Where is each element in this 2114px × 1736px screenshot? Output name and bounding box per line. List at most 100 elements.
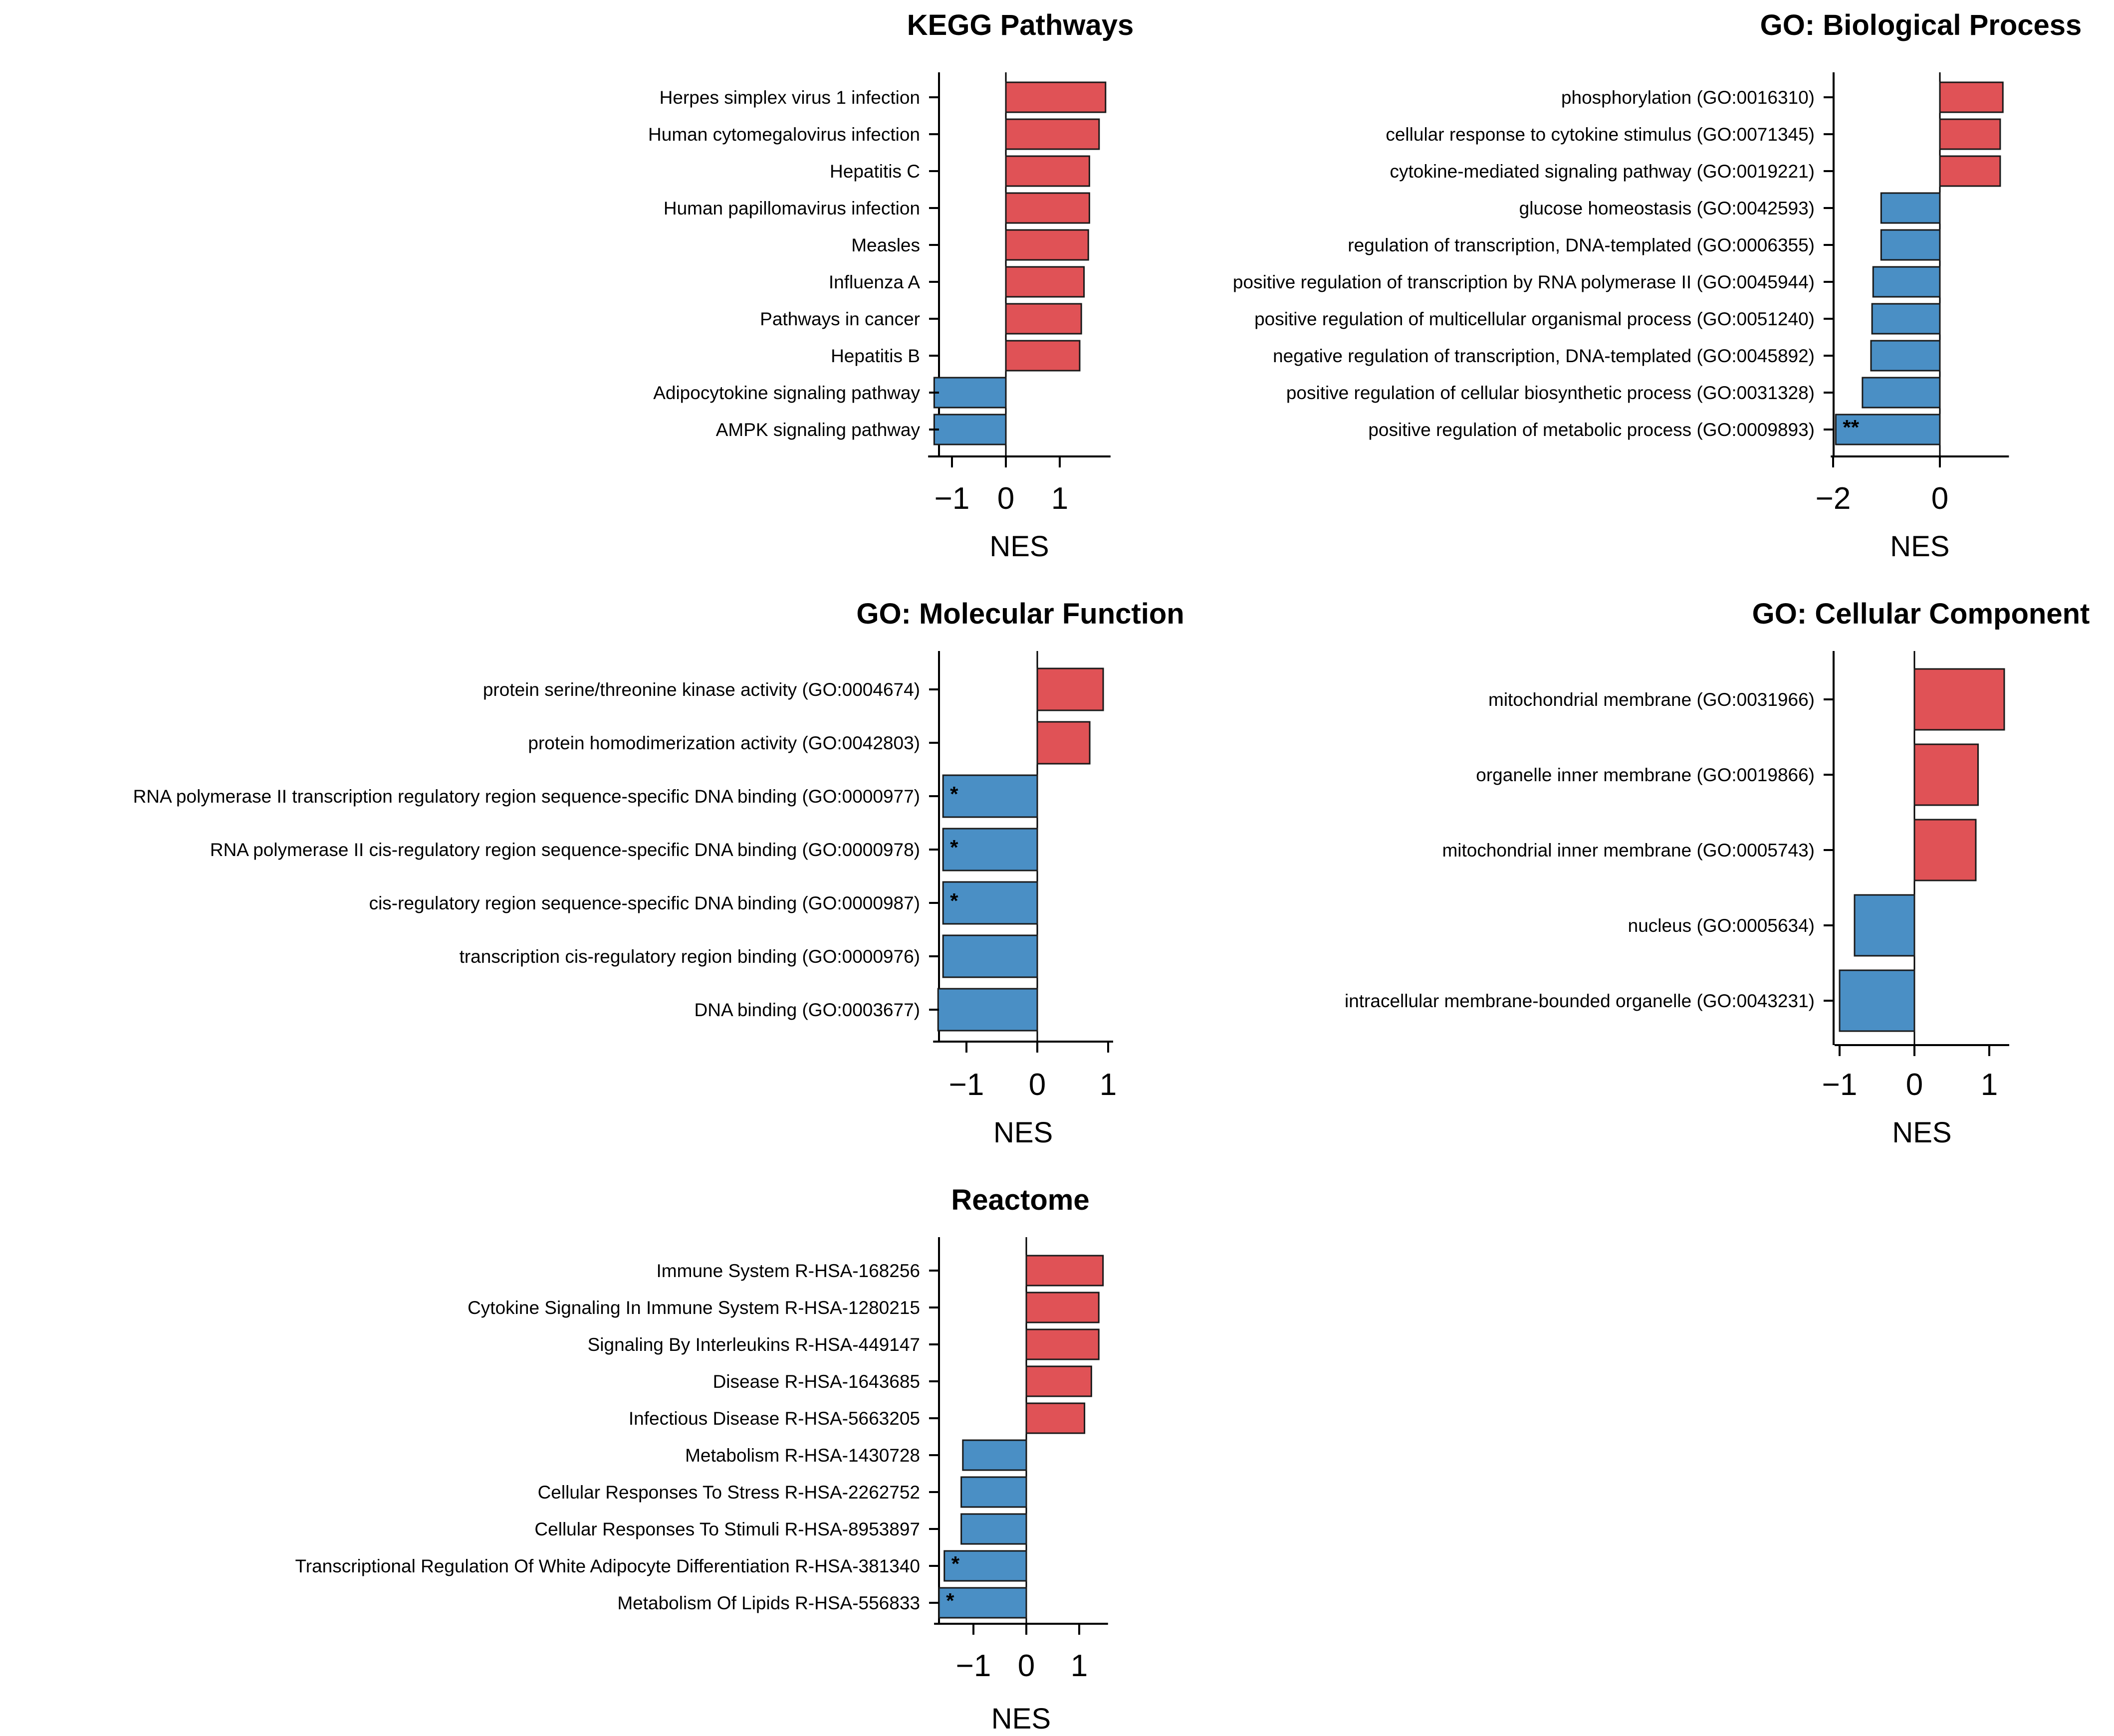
bar: [933, 377, 1007, 409]
category-label: intracellular membrane-bounded organelle…: [1345, 991, 1815, 1011]
category-label: Signaling By Interleukins R-HSA-449147: [588, 1334, 920, 1355]
panel-reactome: Reactome −1 0 1 NES Immune System R-HSA-16825…: [295, 1184, 1108, 1735]
bar: [1880, 229, 1941, 261]
bar: [960, 1513, 1027, 1545]
bar: [1835, 414, 1941, 445]
panel-title: GO: Cellular Component: [1752, 598, 2090, 630]
bar: [938, 1587, 1027, 1619]
x-tick-label: −1: [949, 1068, 984, 1102]
category-label: transcription cis-regulatory region bind…: [460, 946, 920, 967]
significance-marker: *: [950, 889, 958, 912]
category-label: cytokine-mediated signaling pathway (GO:…: [1390, 161, 1815, 182]
bar: [1036, 721, 1091, 765]
x-tick-label: 0: [1029, 1068, 1046, 1102]
category-label: Pathways in cancer: [760, 309, 920, 329]
significance-marker: *: [950, 782, 958, 806]
category-label: Immune System R-HSA-168256: [657, 1261, 920, 1281]
bar: [1839, 969, 1915, 1032]
significance-marker: *: [951, 1552, 960, 1575]
category-label: Cytokine Signaling In Immune System R-HS…: [468, 1298, 920, 1318]
bar: [960, 1476, 1027, 1508]
category-label: mitochondrial membrane (GO:0031966): [1488, 689, 1815, 710]
bar: [1025, 1402, 1086, 1434]
bar: [933, 414, 1007, 445]
category-label: Adipocytokine signaling pathway: [653, 383, 920, 403]
x-tick-label: −1: [1822, 1068, 1858, 1102]
x-tick-label: 0: [1018, 1649, 1035, 1683]
bar: [1025, 1365, 1092, 1397]
bar: [1913, 668, 2005, 731]
category-label: cis-regulatory region sequence-specific …: [369, 893, 920, 913]
significance-marker: *: [946, 1589, 954, 1612]
bar: [937, 988, 1038, 1032]
bar: [942, 934, 1038, 978]
panel-title: GO: Biological Process: [1760, 9, 2082, 41]
bar: [1870, 340, 1941, 372]
category-label: RNA polymerase II cis-regulatory region …: [210, 840, 920, 860]
bar: [1854, 894, 1915, 957]
bar: [942, 774, 1038, 818]
x-tick-label: 1: [1100, 1068, 1117, 1102]
bar: [1913, 743, 1979, 806]
panel-go-cc: GO: Cellular Component −1 0 1 NES mitochondri…: [1345, 598, 2090, 1149]
x-axis-label: NES: [989, 530, 1049, 563]
bar: [942, 881, 1038, 925]
category-label: Measles: [851, 235, 920, 255]
category-label: Transcriptional Regulation Of White Adip…: [295, 1556, 920, 1576]
category-label: Cellular Responses To Stress R-HSA-22627…: [538, 1482, 920, 1503]
category-label: Human cytomegalovirus infection: [648, 124, 920, 145]
x-tick-label: 0: [997, 481, 1014, 516]
category-label: positive regulation of metabolic process…: [1368, 420, 1815, 440]
category-label: negative regulation of transcription, DN…: [1273, 346, 1815, 366]
bar: [1005, 266, 1085, 298]
bar: [1005, 118, 1100, 150]
category-label: organelle inner membrane (GO:0019866): [1476, 765, 1815, 785]
x-tick-label: −1: [956, 1649, 991, 1683]
panel-title: KEGG Pathways: [907, 9, 1134, 41]
x-tick-label: −2: [1816, 481, 1851, 516]
category-label: DNA binding (GO:0003677): [695, 1000, 921, 1020]
category-label: cellular response to cytokine stimulus (…: [1386, 124, 1815, 145]
category-label: Infectious Disease R-HSA-5663205: [629, 1408, 920, 1429]
bar: [1880, 192, 1941, 224]
bar: [1939, 155, 2001, 187]
category-label: Human papillomavirus infection: [664, 198, 920, 218]
bar: [1025, 1328, 1100, 1360]
x-axis-label: NES: [993, 1116, 1053, 1149]
bar: [1036, 667, 1104, 711]
x-axis-label: NES: [1890, 530, 1949, 563]
category-label: positive regulation of multicellular org…: [1254, 309, 1815, 329]
category-label: regulation of transcription, DNA-templat…: [1348, 235, 1815, 255]
bar: [1005, 303, 1082, 335]
category-label: Cellular Responses To Stimuli R-HSA-8953…: [534, 1519, 920, 1539]
category-label: Influenza A: [829, 272, 920, 292]
category-label: glucose homeostasis (GO:0042593): [1519, 198, 1815, 218]
x-tick-label: 1: [1051, 481, 1068, 516]
category-label: AMPK signaling pathway: [716, 420, 921, 440]
category-label: nucleus (GO:0005634): [1628, 915, 1815, 936]
significance-marker: **: [1843, 416, 1859, 439]
bar: [1005, 340, 1081, 372]
bar: [1005, 81, 1107, 113]
panel-go-mf: GO: Molecular Function −1 0 1 NES protein ser…: [133, 598, 1184, 1149]
bar: [1005, 155, 1090, 187]
category-label: positive regulation of cellular biosynth…: [1286, 383, 1815, 403]
bar: [1872, 266, 1941, 298]
bar: [1025, 1292, 1100, 1323]
category-label: Hepatitis B: [831, 346, 920, 366]
category-label: protein serine/threonine kinase activity…: [483, 679, 920, 700]
x-axis-label: NES: [991, 1703, 1051, 1735]
x-axis-label: NES: [1892, 1116, 1951, 1149]
category-label: Metabolism Of Lipids R-HSA-556833: [617, 1593, 920, 1613]
x-tick-label: 0: [1906, 1068, 1923, 1102]
category-label: phosphorylation (GO:0016310): [1561, 87, 1815, 108]
x-tick-label: 1: [1071, 1649, 1088, 1683]
bar: [1939, 118, 2001, 150]
bar: [1025, 1255, 1104, 1287]
x-tick-label: −1: [935, 481, 970, 516]
bar: [1005, 192, 1090, 224]
category-label: RNA polymerase II transcription regulato…: [133, 786, 920, 807]
bar: [1871, 303, 1941, 335]
